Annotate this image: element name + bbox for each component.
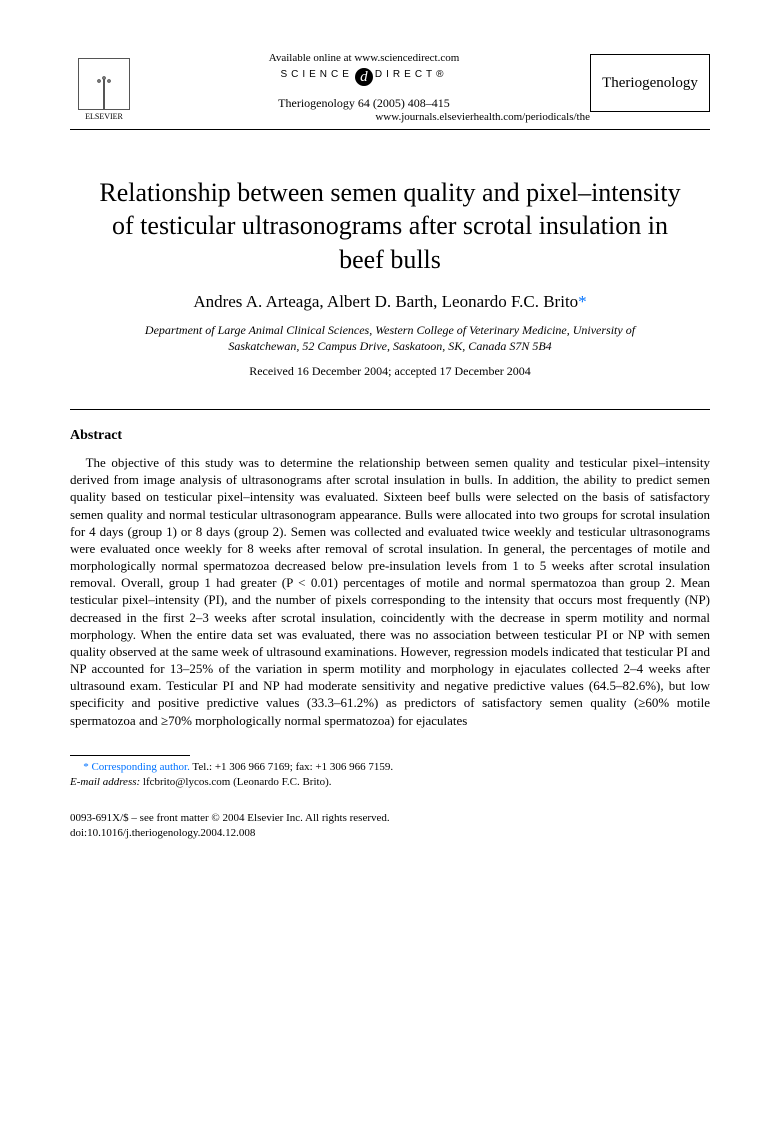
center-header: Available online at www.sciencedirect.co… — [138, 48, 590, 123]
elsevier-tree-icon — [78, 58, 130, 110]
copyright-block: 0093-691X/$ – see front matter © 2004 El… — [70, 811, 710, 841]
footnote-rule — [70, 755, 190, 756]
journal-url: www.journals.elsevierhealth.com/periodic… — [138, 111, 590, 123]
journal-reference: Theriogenology 64 (2005) 408–415 — [138, 96, 590, 111]
authors-names: Andres A. Arteaga, Albert D. Barth, Leon… — [193, 292, 578, 311]
abstract-body: The objective of this study was to deter… — [70, 454, 710, 729]
email-value: lfcbrito@lycos.com (Leonardo F.C. Brito)… — [143, 776, 332, 788]
article-dates: Received 16 December 2004; accepted 17 D… — [70, 364, 710, 379]
header-rule — [70, 129, 710, 130]
publisher-name: ELSEVIER — [70, 112, 138, 121]
sd-d-icon: d — [355, 68, 373, 86]
copyright-line: 0093-691X/$ – see front matter © 2004 El… — [70, 811, 710, 826]
corresponding-author-marker[interactable]: * — [578, 292, 587, 311]
publisher-logo: ELSEVIER — [70, 58, 138, 121]
footnote-contact: Tel.: +1 306 966 7169; fax: +1 306 966 7… — [192, 761, 393, 773]
footnote-marker: * Corresponding author. — [83, 761, 192, 773]
corresponding-footnote: * Corresponding author. Tel.: +1 306 966… — [70, 760, 710, 790]
sd-right: DIRECT® — [375, 69, 448, 80]
abstract-rule — [70, 409, 710, 410]
page-root: ELSEVIER Available online at www.science… — [0, 0, 780, 881]
journal-box-wrap: Theriogenology — [590, 48, 710, 112]
available-online-line: Available online at www.sciencedirect.co… — [138, 52, 590, 64]
journal-name-box: Theriogenology — [590, 54, 710, 112]
email-label: E-mail address: — [70, 776, 143, 788]
doi-line: doi:10.1016/j.theriogenology.2004.12.008 — [70, 826, 710, 841]
header-block: ELSEVIER Available online at www.science… — [70, 48, 710, 123]
abstract-heading: Abstract — [70, 428, 710, 444]
article-title: Relationship between semen quality and p… — [90, 176, 690, 276]
sciencedirect-logo: SCIENCEdDIRECT® — [138, 68, 590, 86]
affiliation: Department of Large Animal Clinical Scie… — [110, 322, 670, 354]
sd-left: SCIENCE — [280, 69, 352, 80]
author-list: Andres A. Arteaga, Albert D. Barth, Leon… — [70, 292, 710, 312]
